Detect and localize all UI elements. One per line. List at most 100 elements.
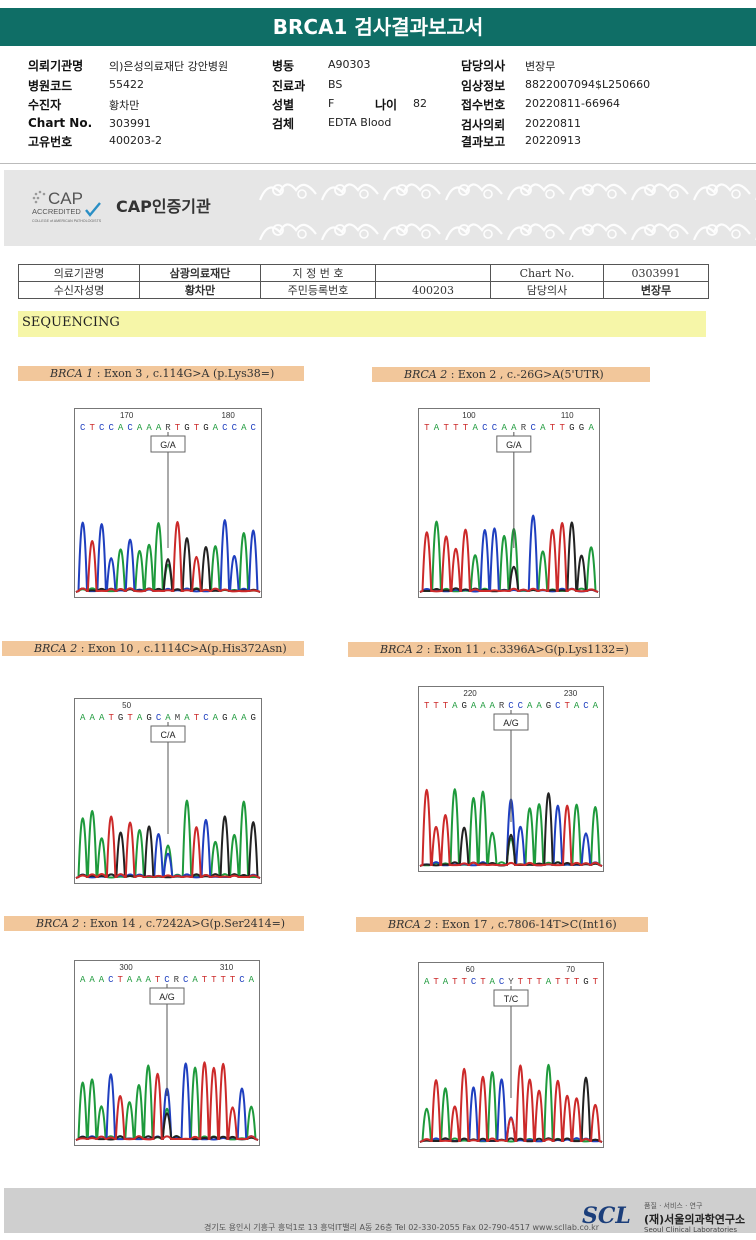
base-call: A <box>593 701 599 711</box>
trace-t <box>75 520 261 593</box>
variant-call-box <box>149 987 185 1005</box>
scl-logo: SCL <box>582 1203 631 1229</box>
report-header-bar <box>0 8 756 46</box>
base-call: A <box>156 423 162 433</box>
base-call: C <box>108 423 114 433</box>
base-call: T <box>480 977 486 987</box>
base-call: G <box>222 713 227 723</box>
base-call: T <box>211 975 217 985</box>
base-call: T <box>194 423 200 433</box>
base-call: R <box>521 423 527 433</box>
base-call: C <box>251 423 257 433</box>
base-call: A <box>137 713 143 723</box>
base-call: A <box>452 701 458 711</box>
header-divider <box>0 163 756 164</box>
base-call: T <box>424 423 430 433</box>
base-call: A <box>546 977 552 987</box>
trace-g <box>419 792 603 867</box>
chromatogram-panel-6: 60 70 A T A T T C T A C Y T T T A T T T G T T/C <box>418 962 604 1148</box>
svg-text:CAP: CAP <box>48 189 83 208</box>
cap-logo-icon: CAP ACCREDITED COLLEGE of AMERICAN PATHO… <box>32 189 102 223</box>
base-call: A <box>184 713 190 723</box>
base-call: T <box>593 977 599 987</box>
trace-t <box>419 521 599 593</box>
base-call: C <box>164 975 170 985</box>
base-call: A <box>118 423 124 433</box>
base-call: G <box>569 423 574 433</box>
base-call: A <box>192 975 198 985</box>
base-call: C <box>499 977 505 987</box>
base-call: T <box>433 977 439 987</box>
variant-call-box <box>493 713 529 731</box>
cap-certified-label: CAP인증기관 <box>116 197 211 216</box>
base-call: G <box>184 423 189 433</box>
base-call: R <box>174 975 180 985</box>
base-call: G <box>583 977 588 987</box>
base-call: T <box>230 975 236 985</box>
base-call: A <box>137 423 143 433</box>
footer-lab-name-en: Seoul Clinical Laboratories <box>644 1226 737 1234</box>
patient-info-table: 의료기관명 삼광의료재단 지 정 번 호 Chart No. 0303991 수… <box>18 264 709 299</box>
variant-call-label: G/A <box>506 440 522 450</box>
base-call: C <box>508 701 514 711</box>
base-call: A <box>472 423 478 433</box>
cloud-pattern-ornament <box>258 176 756 240</box>
chromatogram-panel-4: 220 230 T T T A G A A A R C C A A G C T A C A A/G <box>418 686 604 872</box>
base-call: C <box>518 701 524 711</box>
footer-band <box>4 1188 756 1233</box>
base-call: C <box>156 713 162 723</box>
footer-address: 경기도 용인시 기흥구 흥덕1로 13 흥덕IT밸리 A동 26층 Tel 02… <box>204 1223 600 1232</box>
position-label-2: 310 <box>220 963 234 972</box>
base-call: C <box>108 975 114 985</box>
base-call: T <box>461 977 467 987</box>
base-call: T <box>574 977 580 987</box>
base-call: G <box>579 423 584 433</box>
base-call: G <box>251 713 256 723</box>
base-call: A <box>490 977 496 987</box>
base-call: C <box>471 977 477 987</box>
exon-label-2: BRCA 2 : Exon 2 , c.-26G>A(5'UTR) <box>372 367 650 382</box>
base-call: C <box>530 423 536 433</box>
exon-label-1: BRCA 1 : Exon 3 , c.114G>A (p.Lys38=) <box>18 366 304 381</box>
base-call: C <box>232 423 238 433</box>
base-call: T <box>518 977 524 987</box>
chromatogram-panel-2: 100 110 T A T T T A C C A A R C A T T G G A G/A <box>418 408 600 598</box>
base-call: A <box>511 423 517 433</box>
variant-call-box <box>150 725 186 743</box>
variant-call-box <box>150 435 186 453</box>
base-call: T <box>175 423 181 433</box>
base-call: A <box>80 713 86 723</box>
base-call: T <box>536 977 542 987</box>
base-call: T <box>559 423 565 433</box>
base-call: A <box>146 423 152 433</box>
base-call: G <box>203 423 208 433</box>
variant-call-box <box>496 435 532 453</box>
base-call: A <box>90 713 96 723</box>
exon-label-6: BRCA 2 : Exon 17 , c.7806-14T>C(Int16) <box>356 917 648 932</box>
position-label-2: 230 <box>564 689 578 698</box>
position-label-1: 300 <box>119 963 133 972</box>
base-call: C <box>127 423 133 433</box>
base-call: T <box>108 713 114 723</box>
base-call: T <box>202 975 208 985</box>
trace-t <box>419 1064 603 1143</box>
base-call: A <box>527 701 533 711</box>
base-call: T <box>565 977 571 987</box>
base-call: C <box>222 423 228 433</box>
base-call: T <box>527 977 533 987</box>
base-call: G <box>146 713 151 723</box>
base-call: C <box>583 701 589 711</box>
base-call: A <box>146 975 152 985</box>
base-call: R <box>499 701 505 711</box>
base-call: A <box>127 975 133 985</box>
base-call: A <box>471 701 477 711</box>
variant-call-label: G/A <box>160 440 176 450</box>
base-call: T <box>433 701 439 711</box>
trace-a <box>75 799 261 879</box>
base-call: T <box>90 423 96 433</box>
base-call: M <box>175 713 180 723</box>
base-call: T <box>463 423 469 433</box>
base-call: A <box>536 701 542 711</box>
base-call: T <box>443 701 449 711</box>
